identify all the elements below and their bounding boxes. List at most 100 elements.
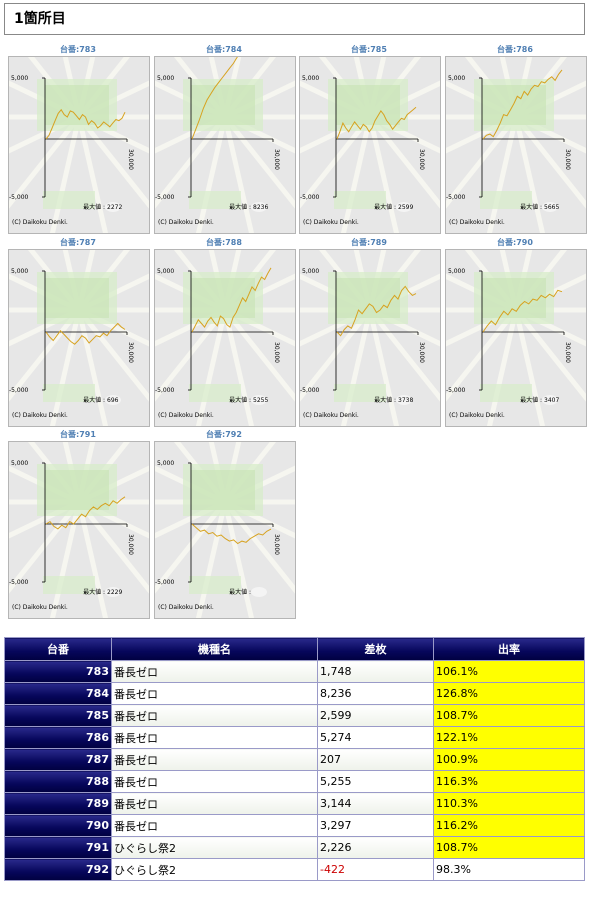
payout-rate-cell: 98.3% [433,858,585,881]
max-value-label: 最大値 : [374,396,396,404]
copyright-text: (C) Daikoku Denki. [158,219,214,226]
max-value-label: 最大値 : [83,203,105,211]
max-value: 8236 [253,204,268,211]
x-tick-end: 30,000 [418,149,425,170]
y-tick-bottom: -5,000 [155,387,175,394]
slump-graph[interactable]: 5,000 -5,000 30,000 最大値 : (C) Daikoku Denki. [154,441,296,619]
results-table: 台番 機種名 差枚 出率 783 番長ゼロ 1,748 106.1% 784 番長ゼロ 8,… [4,637,585,881]
table-row: 792 ひぐらし祭2 -422 98.3% [4,858,585,881]
model-name-cell: 番長ゼロ [111,748,318,771]
graph-background-art [446,250,586,426]
model-name-cell: ひぐらし祭2 [111,858,318,881]
y-tick-top: 5,000 [157,460,174,467]
table-row: 791 ひぐらし祭2 2,226 108.7% [4,836,585,859]
model-name-cell: 番長ゼロ [111,814,318,837]
diff-cell: 5,274 [317,726,434,749]
graph-card: 台番:792 5,000 -5,000 30,000 最大値 : (C) Daikoku … [152,429,296,619]
graph-unit-link[interactable]: 台番:784 [206,45,242,54]
payout-rate-cell: 108.7% [433,836,585,859]
y-tick-bottom: -5,000 [446,194,466,201]
slump-graph[interactable]: 5,000 -5,000 30,000 最大値 :5665 (C) Daikoku De… [445,56,587,234]
diff-cell: -422 [317,858,434,881]
page-title: 1箇所目 [4,3,585,35]
graph-background-art [155,442,295,618]
slump-graph[interactable]: 5,000 -5,000 30,000 最大値 :696 (C) Daikoku Den… [8,249,150,427]
x-tick-end: 30,000 [564,149,571,170]
y-tick-bottom: -5,000 [300,387,320,394]
slump-line [482,289,563,333]
graph-background-art [9,442,149,618]
copyright-text: (C) Daikoku Denki. [303,219,359,226]
graph-unit-link[interactable]: 台番:787 [60,238,96,247]
graph-unit-link[interactable]: 台番:785 [351,45,387,54]
column-header-rate: 出率 [433,637,585,661]
graph-card: 台番:787 5,000 -5,000 30,000 最大値 :696 (C) Daiko… [6,237,150,427]
payout-rate-cell: 100.9% [433,748,585,771]
y-tick-top: 5,000 [157,75,174,82]
graph-background-art [9,250,149,426]
y-tick-top: 5,000 [11,75,28,82]
max-value: 696 [107,397,119,404]
unit-number-cell: 787 [4,748,112,771]
y-tick-top: 5,000 [11,460,28,467]
diff-cell: 1,748 [317,660,434,683]
y-tick-top: 5,000 [448,268,465,275]
slump-graph[interactable]: 5,000 -5,000 30,000 最大値 :2229 (C) Daikoku De… [8,441,150,619]
max-value: 2272 [107,204,122,211]
x-tick-end: 30,000 [564,342,571,363]
table-row: 789 番長ゼロ 3,144 110.3% [4,792,585,815]
y-tick-top: 5,000 [448,75,465,82]
unit-number-cell: 786 [4,726,112,749]
max-value: 3738 [398,397,413,404]
table-row: 785 番長ゼロ 2,599 108.7% [4,704,585,727]
diff-cell: 207 [317,748,434,771]
unit-number-cell: 792 [4,858,112,881]
column-header-model: 機種名 [111,637,318,661]
x-tick-end: 30,000 [127,149,134,170]
slump-graph[interactable]: 5,000 -5,000 30,000 最大値 :5255 (C) Daikoku De… [154,249,296,427]
copyright-text: (C) Daikoku Denki. [12,604,68,611]
model-name-cell: 番長ゼロ [111,704,318,727]
slump-graph[interactable]: 5,000 -5,000 30,000 最大値 :2599 (C) Daikoku De… [299,56,441,234]
payout-rate-cell: 116.2% [433,814,585,837]
table-row: 787 番長ゼロ 207 100.9% [4,748,585,771]
graph-background-art [9,57,149,233]
unit-number-cell: 784 [4,682,112,705]
slump-line [191,267,272,333]
slump-line [336,285,417,337]
graph-unit-link[interactable]: 台番:783 [60,45,96,54]
graph-card: 台番:788 5,000 -5,000 30,000 最大値 :5255 (C) Daik… [152,237,296,427]
graph-unit-link[interactable]: 台番:790 [497,238,533,247]
graph-unit-link[interactable]: 台番:788 [206,238,242,247]
slump-graph[interactable]: 5,000 -5,000 30,000 最大値 :2272 (C) Daikoku De… [8,56,150,234]
graph-card: 台番:783 5,000 -5,000 30,000 最大値 :2272 (C) Daik… [6,44,150,234]
payout-rate-cell: 106.1% [433,660,585,683]
graph-unit-link[interactable]: 台番:791 [60,430,96,439]
column-header-unit: 台番 [4,637,112,661]
slump-graph[interactable]: 5,000 -5,000 30,000 最大値 :3407 (C) Daikoku De… [445,249,587,427]
unit-number-cell: 789 [4,792,112,815]
y-tick-bottom: -5,000 [9,579,29,586]
graph-unit-link[interactable]: 台番:792 [206,430,242,439]
x-tick-end: 30,000 [273,534,280,555]
graph-unit-link[interactable]: 台番:789 [351,238,387,247]
max-value-label: 最大値 : [520,396,542,404]
y-tick-top: 5,000 [302,75,319,82]
unit-number-cell: 785 [4,704,112,727]
model-name-cell: 番長ゼロ [111,770,318,793]
max-value-label: 最大値 : [229,588,251,596]
diff-cell: 2,599 [317,704,434,727]
slump-graph[interactable]: 5,000 -5,000 30,000 最大値 :3738 (C) Daikoku De… [299,249,441,427]
slump-graph[interactable]: 5,000 -5,000 30,000 最大値 :8236 (C) Daikoku De… [154,56,296,234]
copyright-text: (C) Daikoku Denki. [158,412,214,419]
max-value: 3407 [544,397,559,404]
table-header-row: 台番 機種名 差枚 出率 [4,637,585,661]
graph-background-art [300,57,440,233]
y-tick-bottom: -5,000 [9,194,29,201]
model-name-cell: 番長ゼロ [111,792,318,815]
y-tick-bottom: -5,000 [155,579,175,586]
graph-background-art [155,250,295,426]
max-value: 5255 [253,397,268,404]
graph-unit-link[interactable]: 台番:786 [497,45,533,54]
graph-card: 台番:789 5,000 -5,000 30,000 最大値 :3738 (C) Daik… [297,237,441,427]
